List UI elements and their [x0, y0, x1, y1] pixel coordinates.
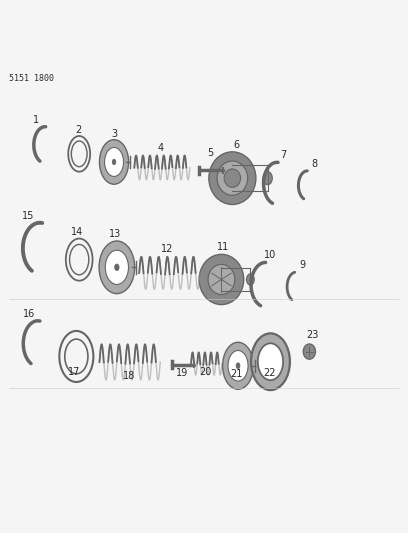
Ellipse shape — [251, 333, 290, 390]
Ellipse shape — [228, 351, 248, 381]
Text: 6: 6 — [233, 140, 239, 150]
Text: 7: 7 — [280, 150, 286, 160]
Text: 23: 23 — [306, 330, 319, 340]
Ellipse shape — [223, 342, 253, 389]
Text: 15: 15 — [22, 211, 34, 221]
Text: 13: 13 — [109, 229, 121, 239]
Text: 17: 17 — [68, 367, 80, 377]
Text: 11: 11 — [217, 243, 230, 252]
Ellipse shape — [104, 148, 124, 176]
Text: 8: 8 — [312, 159, 318, 169]
Ellipse shape — [112, 159, 116, 165]
Ellipse shape — [208, 264, 235, 295]
Ellipse shape — [246, 274, 254, 285]
Ellipse shape — [217, 161, 248, 195]
Text: 18: 18 — [123, 371, 135, 381]
Ellipse shape — [224, 169, 241, 188]
Ellipse shape — [263, 172, 272, 185]
Text: 1: 1 — [33, 116, 39, 125]
Ellipse shape — [115, 264, 119, 271]
Ellipse shape — [258, 343, 283, 380]
Ellipse shape — [236, 363, 240, 369]
Text: 4: 4 — [157, 143, 164, 153]
Text: 12: 12 — [161, 244, 174, 254]
Ellipse shape — [105, 250, 129, 285]
Text: 5: 5 — [207, 148, 213, 158]
Text: 21: 21 — [230, 369, 243, 379]
Text: 9: 9 — [299, 260, 305, 270]
Text: 20: 20 — [200, 367, 212, 377]
Text: 14: 14 — [71, 227, 84, 237]
Text: 10: 10 — [264, 251, 276, 261]
Text: 2: 2 — [75, 125, 82, 135]
Text: 3: 3 — [111, 129, 117, 139]
Ellipse shape — [100, 140, 129, 184]
Ellipse shape — [199, 254, 244, 304]
Text: 22: 22 — [264, 368, 276, 378]
Text: 16: 16 — [23, 309, 35, 319]
Text: 5151 1800: 5151 1800 — [9, 74, 55, 83]
Ellipse shape — [99, 241, 135, 294]
Text: 19: 19 — [176, 368, 188, 378]
Ellipse shape — [209, 152, 256, 205]
Ellipse shape — [303, 344, 315, 359]
